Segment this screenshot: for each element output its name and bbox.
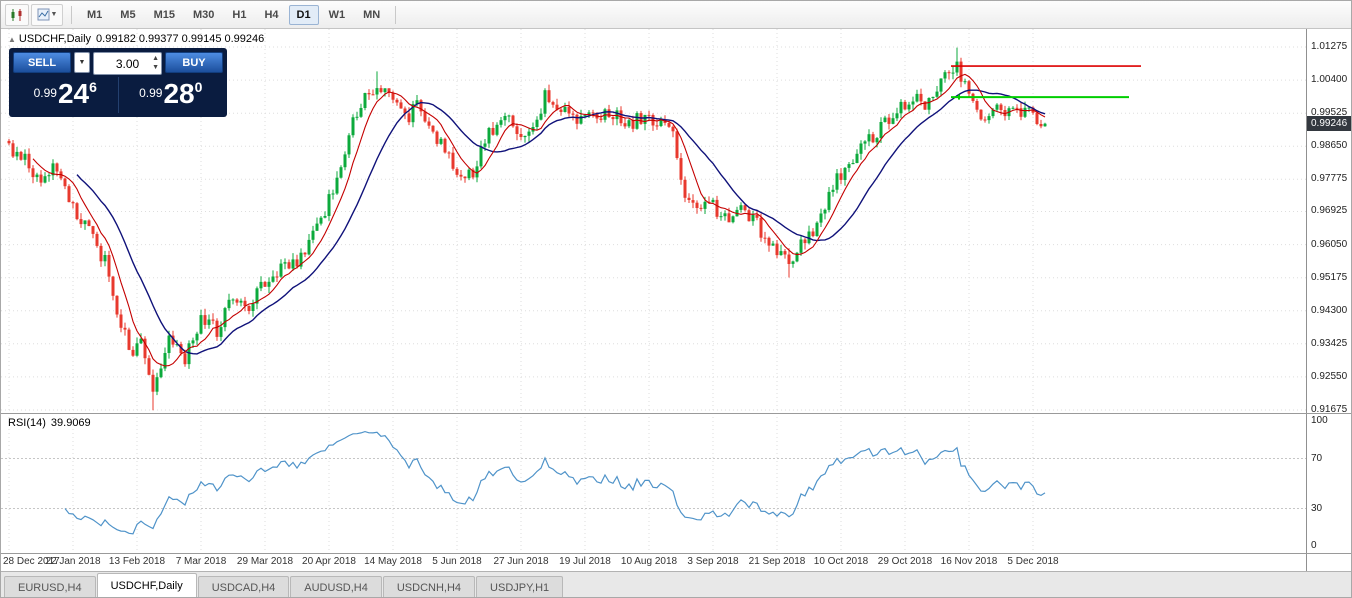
volume-field[interactable]: ▲▼ <box>93 52 162 75</box>
price-axis-label: 0.99525 <box>1311 107 1348 118</box>
buy-price-big: 28 <box>163 78 195 109</box>
price-axis-label: 1.00400 <box>1311 74 1348 85</box>
volume-input[interactable] <box>107 56 148 71</box>
time-axis-label: 21 Sep 2018 <box>748 556 806 567</box>
chart-tab-bar: EURUSD,H4 USDCHF,Daily USDCAD,H4 AUDUSD,H4 U… <box>1 571 1351 597</box>
chart-type-icon[interactable] <box>5 3 29 26</box>
chart-tab-usdjpy-h1[interactable]: USDJPY,H1 <box>476 576 564 597</box>
chart-tab-usdcad-h4[interactable]: USDCAD,H4 <box>197 576 290 597</box>
time-axis-label: 10 Aug 2018 <box>620 556 678 567</box>
time-axis-label: 20 Apr 2018 <box>302 556 356 567</box>
time-axis-label: 27 Jun 2018 <box>493 556 549 567</box>
rsi-value: 39.9069 <box>50 417 91 429</box>
rsi-axis-label: 30 <box>1311 503 1323 514</box>
current-price-badge: 0.99246 <box>1307 116 1351 131</box>
rsi-axis-label: 70 <box>1311 453 1323 464</box>
rsi-axis-label: 0 <box>1311 540 1317 551</box>
price-axis[interactable]: 1.01275 1.00400 0.99525 0.98650 0.97775 0.969… <box>1306 29 1351 571</box>
time-axis-label: 5 Jun 2018 <box>432 556 482 567</box>
timeframe-button-m5[interactable]: M5 <box>112 5 143 25</box>
horizontal-lines[interactable] <box>951 65 1141 100</box>
timeframe-button-m30[interactable]: M30 <box>185 5 222 25</box>
sell-price-prefix: 0.99 <box>33 86 57 100</box>
time-axis-label: 29 Mar 2018 <box>236 556 294 567</box>
time-axis-label: 19 Jul 2018 <box>559 556 611 567</box>
timeframe-button-w1[interactable]: W1 <box>321 5 354 25</box>
buy-quote[interactable]: 0.99 28 0 <box>117 77 224 113</box>
price-axis-label: 0.95175 <box>1311 272 1348 283</box>
price-axis-label: 1.01275 <box>1311 41 1348 52</box>
chart-tab-usdchf-daily[interactable]: USDCHF,Daily <box>96 573 197 597</box>
time-axis-label: 7 Mar 2018 <box>175 556 227 567</box>
time-axis-label: 5 Dec 2018 <box>1007 556 1059 567</box>
price-axis-label: 0.96050 <box>1311 239 1348 250</box>
time-axis-label: 3 Sep 2018 <box>687 556 739 567</box>
one-click-trade-panel: SELL ▼ ▲▼ BUY 0.99 24 6 0.99 28 0 <box>9 48 227 117</box>
chart-shift-marker-icon: ▲ <box>8 35 16 44</box>
time-axis-label: 14 May 2018 <box>364 556 422 567</box>
timeframe-toolbar: ▼ M1 M5 M15 M30 H1 H4 D1 W1 MN <box>1 1 1351 29</box>
time-axis-label: 10 Oct 2018 <box>813 556 869 567</box>
price-axis-label: 0.93425 <box>1311 338 1348 349</box>
rsi-line <box>64 430 1046 535</box>
time-axis-label: 16 Nov 2018 <box>940 556 998 567</box>
spinner-up-icon[interactable]: ▲ <box>152 55 159 62</box>
timeframe-button-h1[interactable]: H1 <box>224 5 254 25</box>
price-axis-label: 0.98650 <box>1311 140 1348 151</box>
timeframe-button-h4[interactable]: H4 <box>256 5 286 25</box>
chart-tab-audusd-h4[interactable]: AUDUSD,H4 <box>290 576 382 597</box>
chevron-down-icon: ▼ <box>50 11 58 18</box>
chart-title: ▲ USDCHF,Daily 0.99182 0.99377 0.99145 0.9… <box>8 33 264 45</box>
time-axis-label: 13 Feb 2018 <box>108 556 166 567</box>
price-axis-label: 0.96925 <box>1311 205 1348 216</box>
ma-fast-line <box>32 73 1046 367</box>
rsi-name: RSI(14) <box>8 417 46 429</box>
price-axis-label: 0.92550 <box>1311 371 1348 382</box>
sell-price-sup: 6 <box>89 79 97 95</box>
buy-price-sup: 0 <box>194 79 203 95</box>
buy-button[interactable]: BUY <box>165 52 223 73</box>
time-axis-label: 28 Dec 2017 <box>3 556 60 567</box>
timeframe-button-m1[interactable]: M1 <box>79 5 110 25</box>
chart-grid <box>1 29 1308 413</box>
rsi-axis-label: 100 <box>1311 415 1328 426</box>
time-axis-label: 29 Oct 2018 <box>877 556 933 567</box>
candlestick-glyph <box>11 8 22 21</box>
volume-spinner[interactable]: ▲ ▼ <box>152 54 159 72</box>
timeframe-button-mn[interactable]: MN <box>355 5 388 25</box>
toolbar-separator <box>395 5 397 24</box>
rsi-grid <box>1 413 1308 552</box>
chart-tab-eurusd-h4[interactable]: EURUSD,H4 <box>4 576 96 597</box>
rsi-chart-canvas[interactable] <box>1 413 1308 553</box>
timeframe-buttons: M1 M5 M15 M30 H1 H4 D1 W1 MN <box>78 4 389 25</box>
spinner-down-icon[interactable]: ▼ <box>152 64 159 71</box>
symbol-title: USDCHF,Daily <box>18 33 92 45</box>
chart-tab-usdcnh-h4[interactable]: USDCNH,H4 <box>382 576 476 597</box>
timeframe-button-m15[interactable]: M15 <box>146 5 183 25</box>
toolbar-separator <box>71 5 72 24</box>
templates-dropdown-icon[interactable]: ▼ <box>31 3 63 26</box>
price-axis-label: 0.94300 <box>1311 305 1348 316</box>
ohlc-readout: 0.99182 0.99377 0.99145 0.99246 <box>96 33 265 45</box>
sell-quote[interactable]: 0.99 24 6 <box>13 77 118 113</box>
price-chart-canvas[interactable] <box>1 29 1308 413</box>
sell-price-big: 24 <box>57 78 90 109</box>
axis-divider <box>1 553 1351 554</box>
timeframe-button-d1[interactable]: D1 <box>288 4 319 25</box>
price-axis-label: 0.91675 <box>1311 404 1348 415</box>
ma-slow-line <box>76 89 1046 355</box>
buy-price-prefix: 0.99 <box>139 86 163 100</box>
palette-glyph <box>37 8 50 21</box>
sell-button[interactable]: SELL <box>13 52 71 73</box>
time-axis[interactable]: 28 Dec 2017 22 Jan 2018 13 Feb 2018 7 Mar 2… <box>1 553 1308 571</box>
price-axis-label: 0.97775 <box>1311 173 1348 184</box>
pane-divider[interactable] <box>1 413 1351 414</box>
rsi-indicator-label: RSI(14) 39.9069 <box>8 417 91 429</box>
time-axis-label: 22 Jan 2018 <box>45 556 101 567</box>
volume-dropdown-button[interactable]: ▼ <box>74 52 90 73</box>
